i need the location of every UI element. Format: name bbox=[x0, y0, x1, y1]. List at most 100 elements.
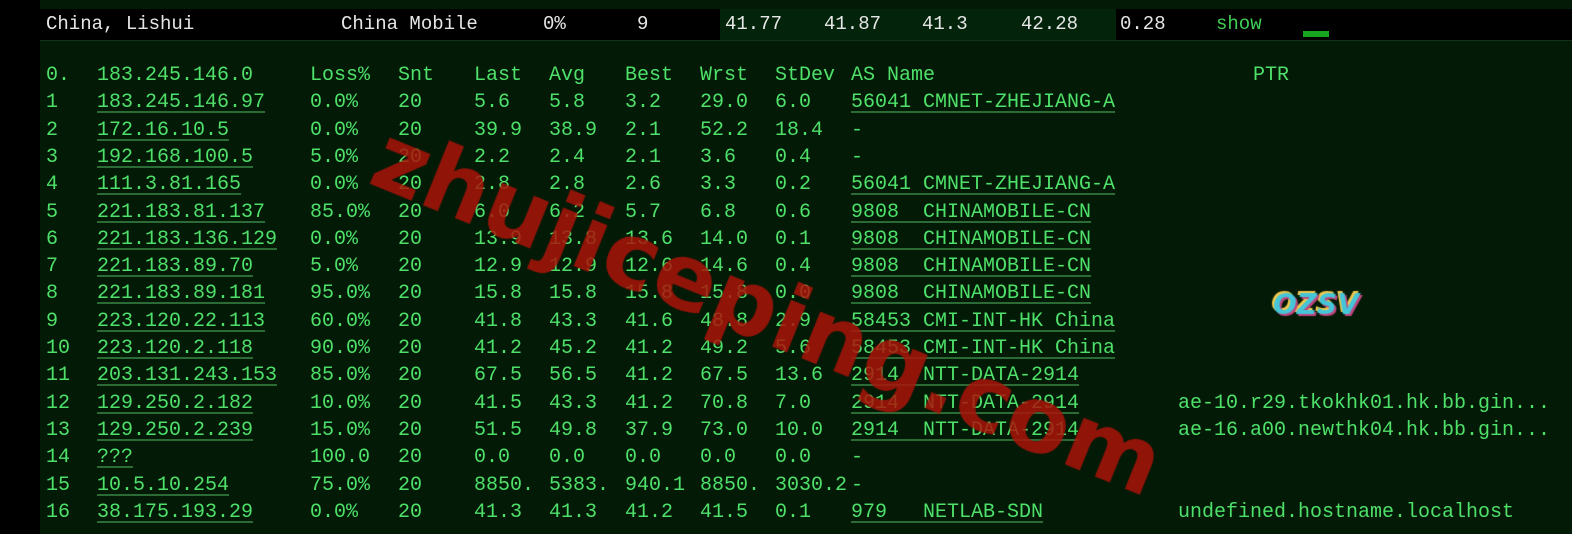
cell-wrst: 48.8 bbox=[700, 309, 749, 333]
cell-as[interactable]: 56041 CMNET-ZHEJIANG-A bbox=[851, 91, 1116, 115]
header-last: Last bbox=[474, 64, 523, 87]
cell-as[interactable]: 9808 CHINAMOBILE-CN bbox=[851, 282, 1092, 306]
cell-last: 39.9 bbox=[474, 118, 523, 142]
cell-host-link[interactable]: 221.183.136.129 bbox=[97, 227, 278, 251]
location: China, Lishui bbox=[46, 13, 195, 35]
cell-last: 6.0 bbox=[474, 200, 511, 224]
cell-wrst: 49.2 bbox=[700, 337, 749, 360]
cell-host-link[interactable]: 223.120.2.118 bbox=[97, 337, 254, 360]
cell-as: - bbox=[851, 118, 864, 142]
cell-host-link[interactable]: ??? bbox=[97, 446, 134, 470]
cell-host-link[interactable]: 221.183.81.137 bbox=[97, 200, 266, 224]
cell-avg: 41.3 bbox=[549, 500, 598, 524]
header-ptr: PTR bbox=[1253, 64, 1290, 87]
cell-stdev: 5.6 bbox=[775, 337, 812, 360]
cell-avg: 6.2 bbox=[549, 200, 586, 224]
header-host: 183.245.146.0 bbox=[97, 64, 254, 87]
cell-ptr: undefined.hostname.localhost bbox=[1178, 500, 1515, 524]
cell-host-link[interactable]: 221.183.89.70 bbox=[97, 255, 254, 279]
cell-avg: 0.0 bbox=[549, 446, 586, 470]
header-avg: Avg bbox=[549, 64, 586, 87]
table-row: 4 111.3.81.165 0.0% 20 2.8 2.8 2.6 3.3 0.2 56041 … bbox=[0, 171, 1572, 198]
worst: 42.28 bbox=[1021, 13, 1079, 35]
cell-as[interactable]: 2914 NTT-DATA-2914 bbox=[851, 364, 1080, 388]
cell-snt: 20 bbox=[398, 473, 423, 497]
cell-avg: 15.8 bbox=[549, 282, 598, 306]
cell-best: 13.6 bbox=[625, 227, 674, 251]
cell-host-link[interactable]: 129.250.2.182 bbox=[97, 391, 254, 415]
cell-snt: 20 bbox=[398, 337, 423, 360]
cell-as[interactable]: 9808 CHINAMOBILE-CN bbox=[851, 255, 1092, 279]
cell-avg: 43.3 bbox=[549, 391, 598, 415]
cell-loss: 85.0% bbox=[310, 200, 371, 224]
cell-best: 41.6 bbox=[625, 309, 674, 333]
cell-loss: 85.0% bbox=[310, 364, 371, 388]
cell-best: 41.2 bbox=[625, 391, 674, 415]
cell-host-link[interactable]: 129.250.2.239 bbox=[97, 418, 254, 442]
cell-as[interactable]: 979 NETLAB-SDN bbox=[851, 500, 1044, 524]
cell-host-link[interactable]: 111.3.81.165 bbox=[97, 173, 242, 197]
cell-stdev: 3030.2 bbox=[775, 473, 848, 497]
cell-loss: 5.0% bbox=[310, 145, 359, 169]
cell-loss: 0.0% bbox=[310, 118, 359, 142]
cell-last: 67.5 bbox=[474, 364, 523, 388]
cell-as[interactable]: 9808 CHINAMOBILE-CN bbox=[851, 200, 1092, 224]
cell-as[interactable]: 2914 NTT-DATA-2914 bbox=[851, 418, 1080, 442]
cell-snt: 20 bbox=[398, 173, 423, 197]
cell-host-link[interactable]: 183.245.146.97 bbox=[97, 91, 266, 115]
cell-host-link[interactable]: 172.16.10.5 bbox=[97, 118, 230, 142]
cell-as[interactable]: 9808 CHINAMOBILE-CN bbox=[851, 227, 1092, 251]
cell-host-link[interactable]: 10.5.10.254 bbox=[97, 473, 230, 497]
cell-best: 2.1 bbox=[625, 118, 662, 142]
isp: China Mobile bbox=[341, 13, 478, 35]
cell-stdev: 0.0 bbox=[775, 282, 812, 306]
table-row: 1 183.245.146.97 0.0% 20 5.6 5.8 3.2 29.0 6.0 560… bbox=[0, 89, 1572, 116]
cell-snt: 20 bbox=[398, 282, 423, 306]
table-row: 15 10.5.10.254 75.0% 20 8850. 5383. 940.1 8850.… bbox=[0, 472, 1572, 499]
cell-host-link[interactable]: 203.131.243.153 bbox=[97, 364, 278, 388]
header-best: Best bbox=[625, 64, 674, 87]
cell-stdev: 0.4 bbox=[775, 255, 812, 279]
cell-as: - bbox=[851, 446, 864, 470]
cell-wrst: 52.2 bbox=[700, 118, 749, 142]
cell-as[interactable]: 58453 CMI-INT-HK China bbox=[851, 337, 1116, 360]
cell-host-link[interactable]: 192.168.100.5 bbox=[97, 145, 254, 169]
cell-avg: 56.5 bbox=[549, 364, 598, 388]
cell-avg: 5.8 bbox=[549, 91, 586, 115]
cell-host-link[interactable]: 221.183.89.181 bbox=[97, 282, 266, 306]
cell-last: 15.8 bbox=[474, 282, 523, 306]
cell-stdev: 6.0 bbox=[775, 91, 812, 115]
cell-host-link[interactable]: 38.175.193.29 bbox=[97, 500, 254, 524]
cell-wrst: 41.5 bbox=[700, 500, 749, 524]
cell-stdev: 2.9 bbox=[775, 309, 812, 333]
show-link[interactable]: show bbox=[1216, 13, 1262, 35]
cell-loss: 0.0% bbox=[310, 500, 359, 524]
cell-last: 51.5 bbox=[474, 418, 523, 442]
cell-host-link[interactable]: 223.120.22.113 bbox=[97, 309, 266, 333]
cell-avg: 2.8 bbox=[549, 173, 586, 197]
cell-snt: 20 bbox=[398, 446, 423, 470]
table-header: 0. 183.245.146.0 Loss% Snt Last Avg Best Wrst St… bbox=[0, 62, 1572, 89]
cell-as: - bbox=[851, 145, 864, 169]
cell-as[interactable]: 56041 CMNET-ZHEJIANG-A bbox=[851, 173, 1116, 197]
cell-best: 0.0 bbox=[625, 446, 662, 470]
table-row: 2 172.16.10.5 0.0% 20 39.9 38.9 2.1 52.2 18.4 - bbox=[0, 117, 1572, 144]
stdev: 0.28 bbox=[1120, 13, 1166, 35]
cell-avg: 45.2 bbox=[549, 337, 598, 360]
cell-ptr: ae-10.r29.tkokhk01.hk.bb.gin... bbox=[1178, 391, 1551, 415]
cell-loss: 15.0% bbox=[310, 418, 371, 442]
cell-stdev: 0.1 bbox=[775, 227, 812, 251]
cell-snt: 20 bbox=[398, 364, 423, 388]
header-num: 0. bbox=[46, 64, 71, 87]
cell-as[interactable]: 58453 CMI-INT-HK China bbox=[851, 309, 1116, 333]
cell-stdev: 0.6 bbox=[775, 200, 812, 224]
summary-row: China, Lishui China Mobile 0% 9 41.77 41… bbox=[40, 9, 1572, 41]
cell-wrst: 14.6 bbox=[700, 255, 749, 279]
cell-last: 13.9 bbox=[474, 227, 523, 251]
latency-bar bbox=[1303, 31, 1329, 37]
table-row: 10 223.120.2.118 90.0% 20 41.2 45.2 41.2 49.2 5.… bbox=[0, 335, 1572, 362]
cell-last: 12.9 bbox=[474, 255, 523, 279]
cell-as[interactable]: 2914 NTT-DATA-2914 bbox=[851, 391, 1080, 415]
cell-best: 12.6 bbox=[625, 255, 674, 279]
header-as: AS Name bbox=[851, 64, 936, 87]
